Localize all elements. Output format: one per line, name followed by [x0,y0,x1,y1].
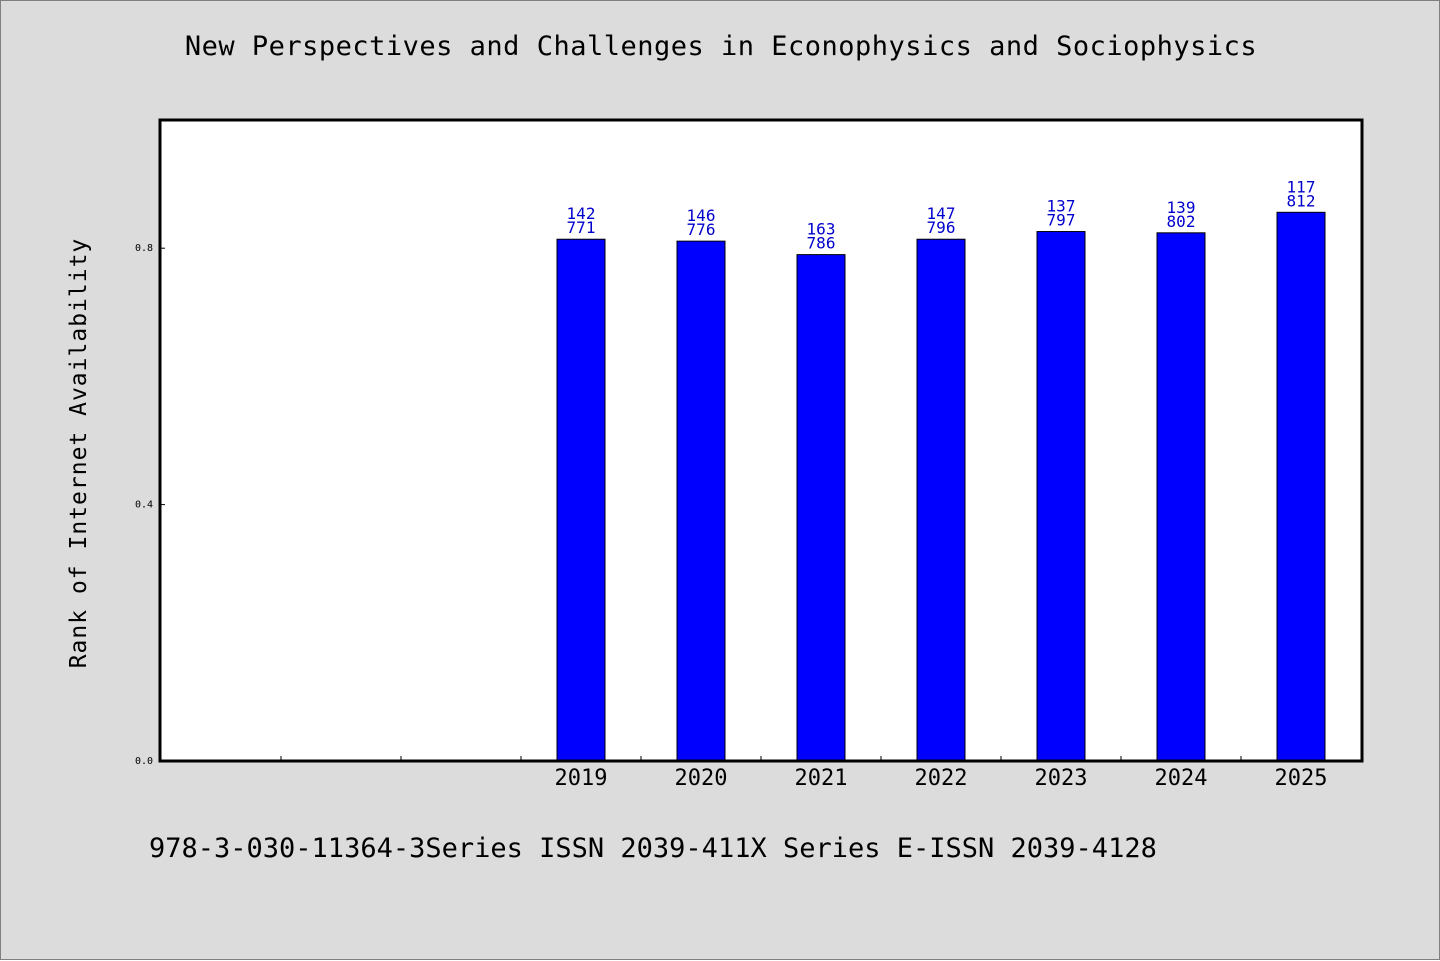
bar-value-label: 137 [1047,197,1076,216]
bar-value-label: 139 [1167,198,1196,217]
bar [1156,232,1206,762]
bar-value-label: 796 [927,218,956,237]
bar-value-label: 142 [567,204,596,223]
bar-value-label: 146 [687,206,716,225]
bar-value-label: 776 [687,220,716,239]
chart-title: New Perspectives and Challenges in Econo… [184,31,1258,62]
x-tick-label: 2020 [675,766,728,791]
bar [916,238,966,762]
y-tick-label: 0.4 [135,500,153,511]
bar-value-label: 786 [807,234,836,253]
bar-value-label: 771 [567,218,596,237]
y-tick-label: 0.0 [135,756,153,767]
bar-value-label: 163 [807,220,836,239]
plot-border [158,118,1364,763]
x-tick-label: 2021 [795,766,848,791]
bar [556,238,606,762]
x-tick-label: 2025 [1275,766,1328,791]
bar [1276,211,1326,762]
bar-value-label: 802 [1167,212,1196,231]
bar-value-label: 812 [1287,191,1316,210]
x-tick-label: 2019 [555,766,608,791]
bar-value-label: 797 [1047,211,1076,230]
bar [676,240,726,762]
isbn-footer: 978-3-030-11364-3Series ISSN 2039-411X S… [149,833,1157,864]
x-tick-label: 2024 [1155,766,1208,791]
x-tick-label: 2023 [1035,766,1088,791]
bar-value-label: 117 [1287,177,1316,196]
bar [796,254,846,762]
bar [1036,231,1086,762]
y-tick-label: 0.8 [135,243,153,254]
bar-value-label: 147 [927,204,956,223]
x-tick-label: 2022 [915,766,968,791]
